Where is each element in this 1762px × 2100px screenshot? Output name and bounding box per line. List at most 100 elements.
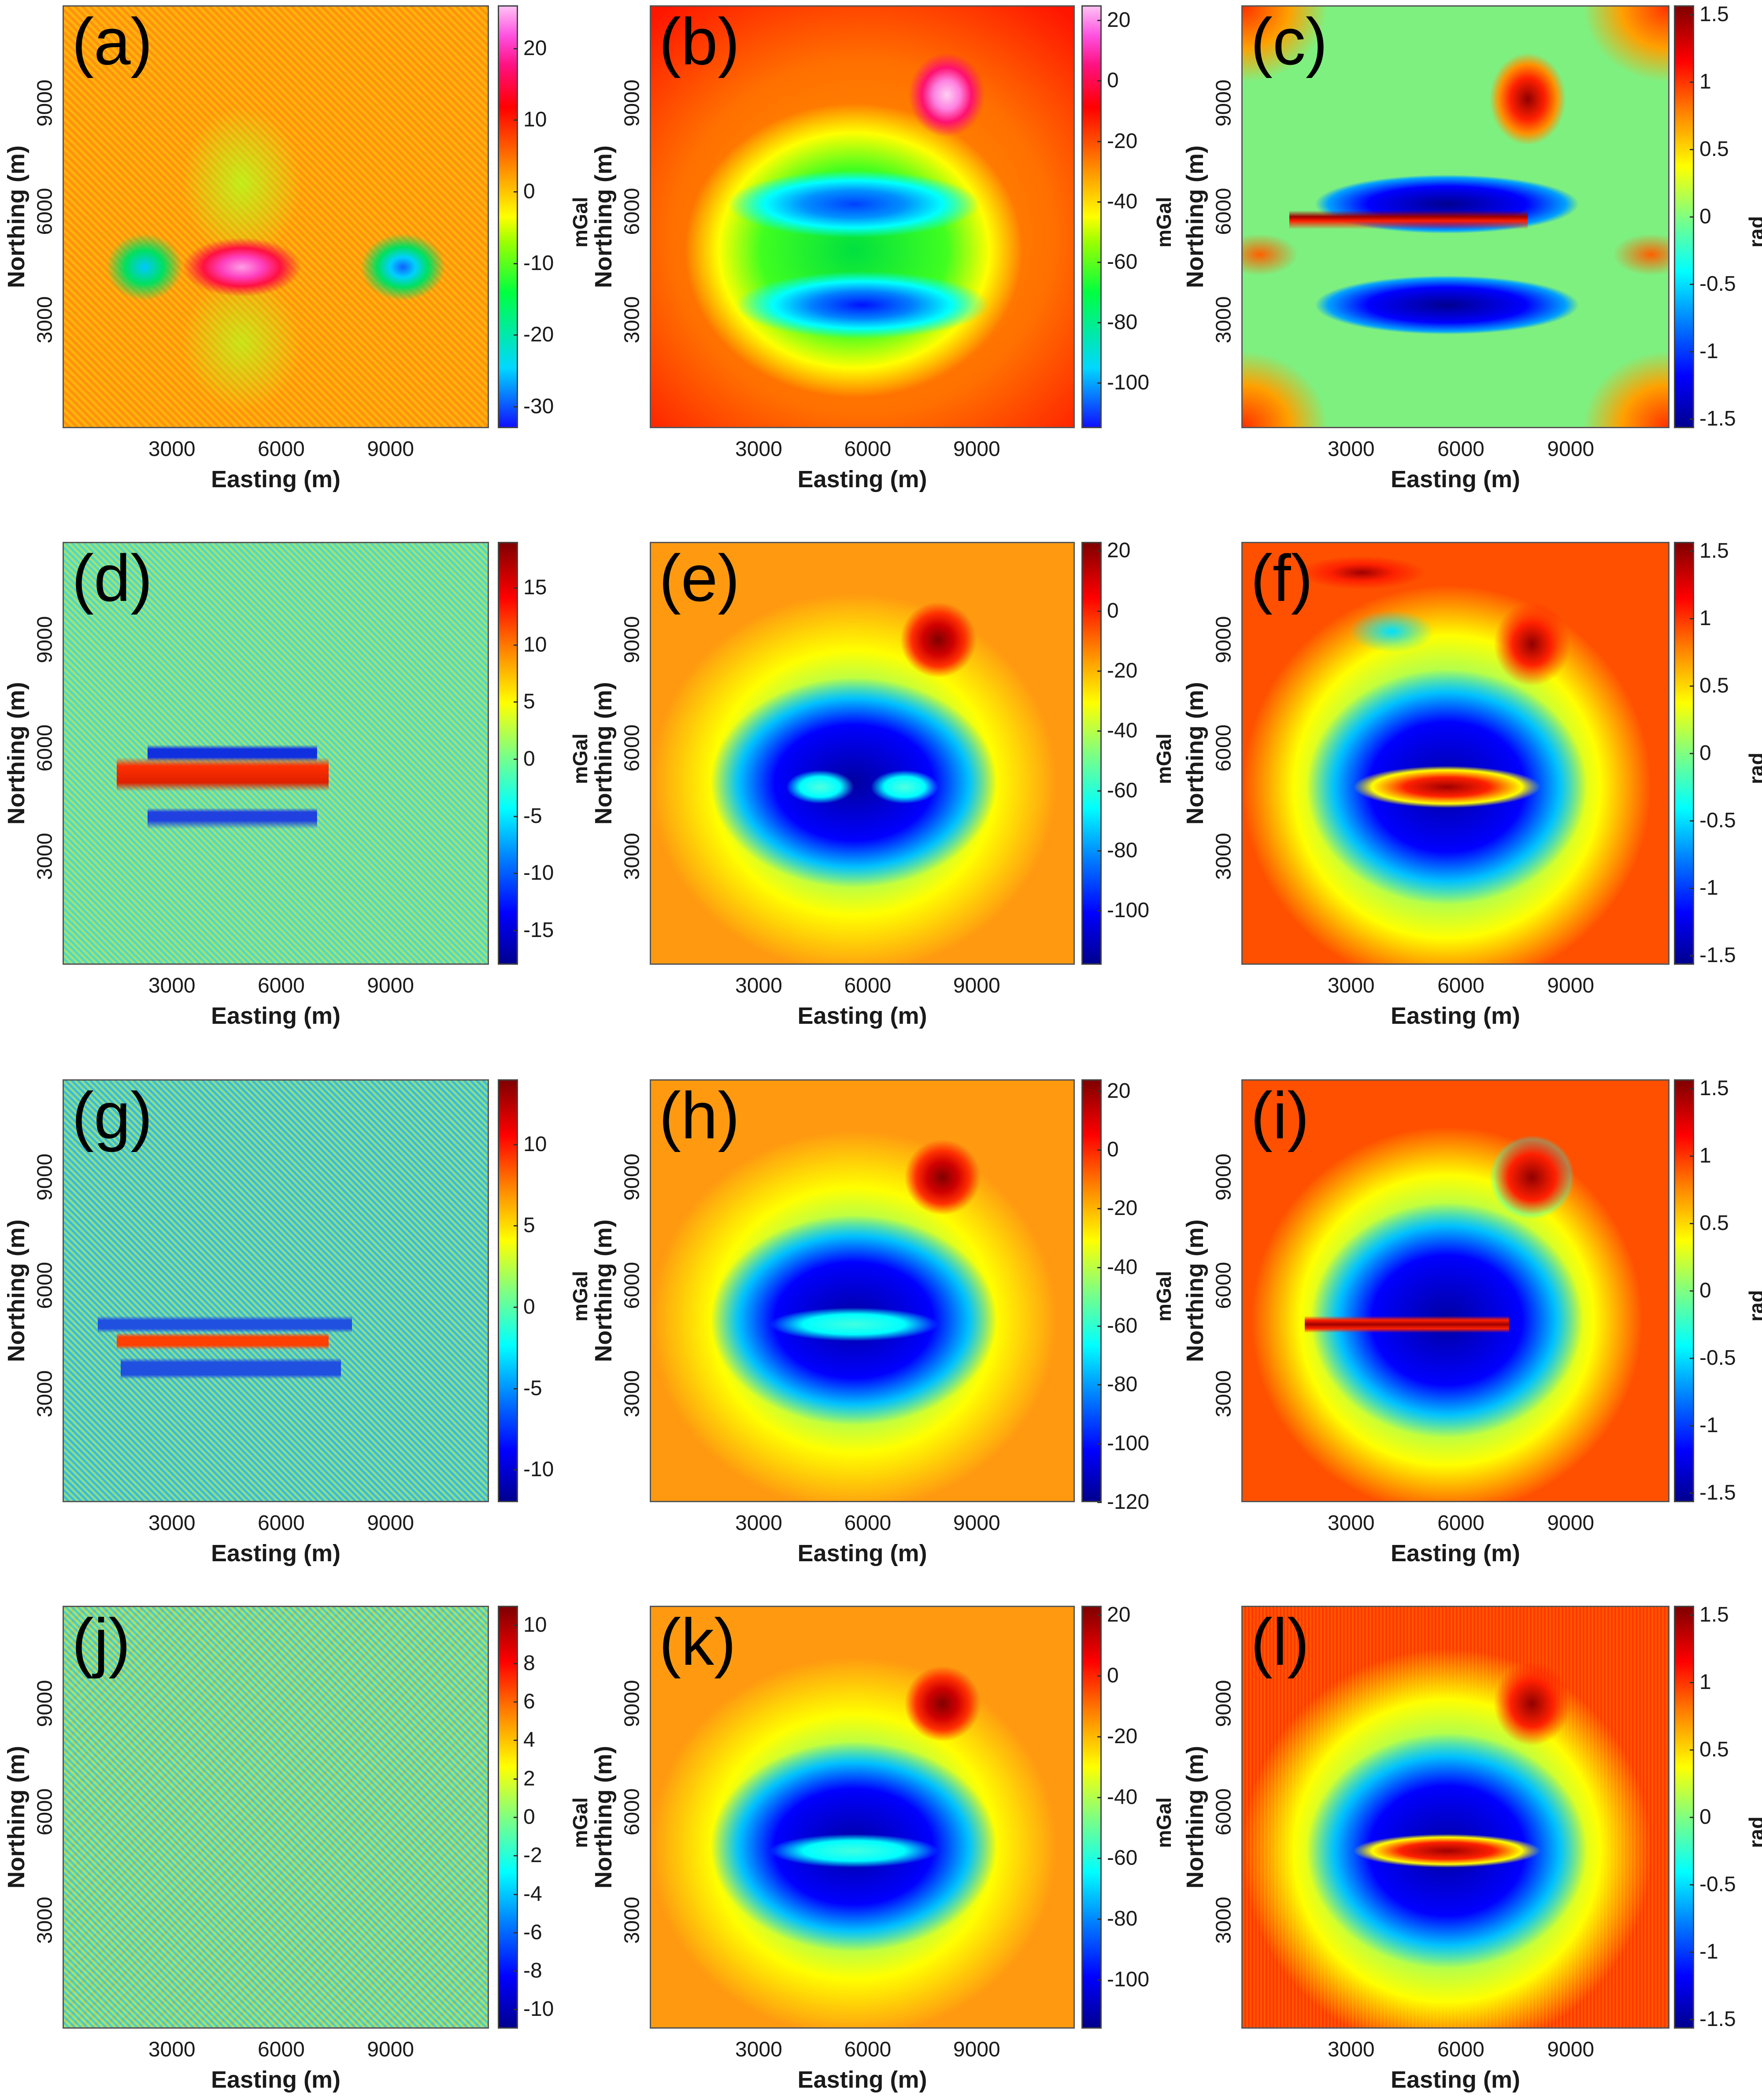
heatmap-plot: (e) bbox=[650, 542, 1075, 965]
colorbar-tick-mark bbox=[1690, 1425, 1694, 1426]
heatmap-plot: (c) bbox=[1241, 5, 1669, 428]
colorbar bbox=[1081, 542, 1102, 965]
heatmap-image bbox=[1243, 1081, 1668, 1501]
heatmap-image bbox=[64, 543, 488, 963]
colorbar-tick-label: 0 bbox=[1699, 205, 1711, 228]
x-axis-label: Easting (m) bbox=[1390, 1003, 1521, 1029]
colorbar-tick-mark bbox=[1097, 20, 1102, 22]
colorbar-tick-mark bbox=[514, 815, 518, 817]
colorbar-tick-label: 5 bbox=[523, 690, 535, 714]
colorbar-tick-label: -1 bbox=[1699, 1940, 1718, 1963]
x-tick-label: 3000 bbox=[1327, 1511, 1375, 1535]
colorbar-tick-mark bbox=[514, 701, 518, 703]
y-axis-label: Northing (m) bbox=[1182, 682, 1208, 825]
colorbar-tick-mark bbox=[1690, 551, 1694, 552]
colorbar-tick-label: 0 bbox=[1699, 1279, 1711, 1302]
colorbar-tick-mark bbox=[514, 48, 518, 49]
x-axis-label: Easting (m) bbox=[797, 2067, 927, 2093]
colorbar bbox=[498, 1079, 518, 1502]
y-tick-label: 9000 bbox=[620, 79, 644, 126]
panel-label: (c) bbox=[1251, 5, 1328, 78]
colorbar-tick-mark bbox=[1097, 550, 1102, 552]
colorbar-tick-mark bbox=[1690, 1884, 1694, 1885]
colorbar-tick-mark bbox=[514, 1306, 518, 1308]
y-tick-label: 3000 bbox=[33, 1896, 57, 1944]
colorbar-tick-label: -100 bbox=[1107, 1431, 1150, 1455]
colorbar-tick-label: -5 bbox=[523, 1376, 542, 1400]
colorbar-tick-mark bbox=[1690, 1290, 1694, 1292]
x-tick-label: 3000 bbox=[1327, 974, 1375, 997]
colorbar-tick-mark bbox=[1690, 1615, 1694, 1616]
x-tick-label: 9000 bbox=[953, 974, 1000, 997]
colorbar-label: mGal bbox=[1152, 733, 1175, 784]
colorbar-tick-mark bbox=[1690, 820, 1694, 822]
panel-label: (h) bbox=[659, 1079, 740, 1152]
colorbar-tick-label: 2 bbox=[523, 1767, 535, 1790]
x-axis-label: Easting (m) bbox=[211, 1003, 341, 1029]
x-axis-label: Easting (m) bbox=[211, 466, 341, 493]
colorbar-tick-mark bbox=[514, 119, 518, 121]
colorbar-tick-label: -10 bbox=[523, 861, 554, 885]
x-axis-label: Easting (m) bbox=[1390, 1540, 1521, 1567]
colorbar-tick-mark bbox=[514, 758, 518, 760]
x-tick-label: 9000 bbox=[367, 1511, 414, 1535]
heatmap-plot: (k) bbox=[650, 1606, 1075, 2029]
colorbar-tick-label: -1 bbox=[1699, 1413, 1718, 1437]
colorbar-tick-label: -0.5 bbox=[1699, 272, 1736, 296]
y-axis-label: Northing (m) bbox=[3, 145, 30, 288]
colorbar-tick-mark bbox=[514, 191, 518, 193]
colorbar-tick-mark bbox=[1690, 1951, 1694, 1953]
colorbar-tick-mark bbox=[1097, 730, 1102, 732]
y-tick-label: 9000 bbox=[33, 1680, 57, 1727]
colorbar-tick-label: 10 bbox=[523, 1613, 547, 1637]
colorbar-tick-mark bbox=[1097, 382, 1102, 384]
colorbar-tick-mark bbox=[1690, 955, 1694, 956]
colorbar-tick-mark bbox=[1690, 149, 1694, 151]
colorbar-tick-mark bbox=[1690, 1088, 1694, 1090]
x-tick-label: 3000 bbox=[735, 437, 782, 461]
heatmap-image bbox=[651, 543, 1073, 963]
colorbar-tick-label: -80 bbox=[1107, 839, 1138, 863]
heatmap-image bbox=[64, 1607, 488, 2027]
colorbar-tick-label: 8 bbox=[523, 1651, 535, 1675]
colorbar-tick-label: 0.5 bbox=[1699, 1738, 1729, 1762]
colorbar-tick-label: 20 bbox=[523, 36, 547, 60]
panel-label: (f) bbox=[1251, 542, 1313, 615]
heatmap-plot: (f) bbox=[1241, 542, 1669, 965]
x-tick-label: 6000 bbox=[844, 974, 892, 997]
colorbar-tick-mark bbox=[1097, 1384, 1102, 1386]
colorbar-tick-label: -120 bbox=[1107, 1490, 1150, 1514]
y-tick-label: 6000 bbox=[33, 188, 57, 235]
colorbar-tick-mark bbox=[514, 263, 518, 264]
colorbar-tick-mark bbox=[1097, 1326, 1102, 1327]
x-axis-label: Easting (m) bbox=[1390, 466, 1521, 493]
panel-label: (k) bbox=[659, 1606, 736, 1679]
colorbar-tick-mark bbox=[1097, 670, 1102, 672]
colorbar-tick-label: 0 bbox=[523, 1805, 535, 1829]
colorbar-label: mGal bbox=[569, 1270, 592, 1322]
colorbar-tick-mark bbox=[1690, 14, 1694, 16]
colorbar-tick-mark bbox=[1690, 1223, 1694, 1225]
colorbar-tick-mark bbox=[514, 1740, 518, 1741]
colorbar-tick-mark bbox=[1690, 753, 1694, 754]
colorbar-tick-mark bbox=[514, 1778, 518, 1780]
colorbar-tick-label: 1.5 bbox=[1699, 1077, 1729, 1100]
colorbar-tick-mark bbox=[514, 334, 518, 336]
y-tick-label: 6000 bbox=[1212, 724, 1236, 772]
y-tick-label: 9000 bbox=[33, 79, 57, 126]
x-tick-label: 9000 bbox=[367, 974, 414, 997]
x-axis-label: Easting (m) bbox=[797, 1003, 927, 1029]
colorbar-tick-label: 0.5 bbox=[1699, 1211, 1729, 1235]
x-axis-label: Easting (m) bbox=[797, 1540, 927, 1567]
colorbar-label: rad bbox=[1745, 1290, 1762, 1322]
heatmap-image bbox=[651, 1607, 1073, 2027]
colorbar-tick-label: 10 bbox=[523, 1132, 547, 1156]
y-axis-label: Northing (m) bbox=[3, 1746, 30, 1889]
colorbar-tick-label: -60 bbox=[1107, 1846, 1138, 1870]
colorbar-tick-label: 1 bbox=[1699, 1144, 1711, 1168]
colorbar bbox=[1081, 5, 1102, 428]
colorbar-tick-label: -40 bbox=[1107, 719, 1138, 742]
heatmap-plot: (j) bbox=[63, 1606, 489, 2029]
heatmap-image bbox=[651, 7, 1073, 427]
y-tick-label: 6000 bbox=[33, 724, 57, 772]
